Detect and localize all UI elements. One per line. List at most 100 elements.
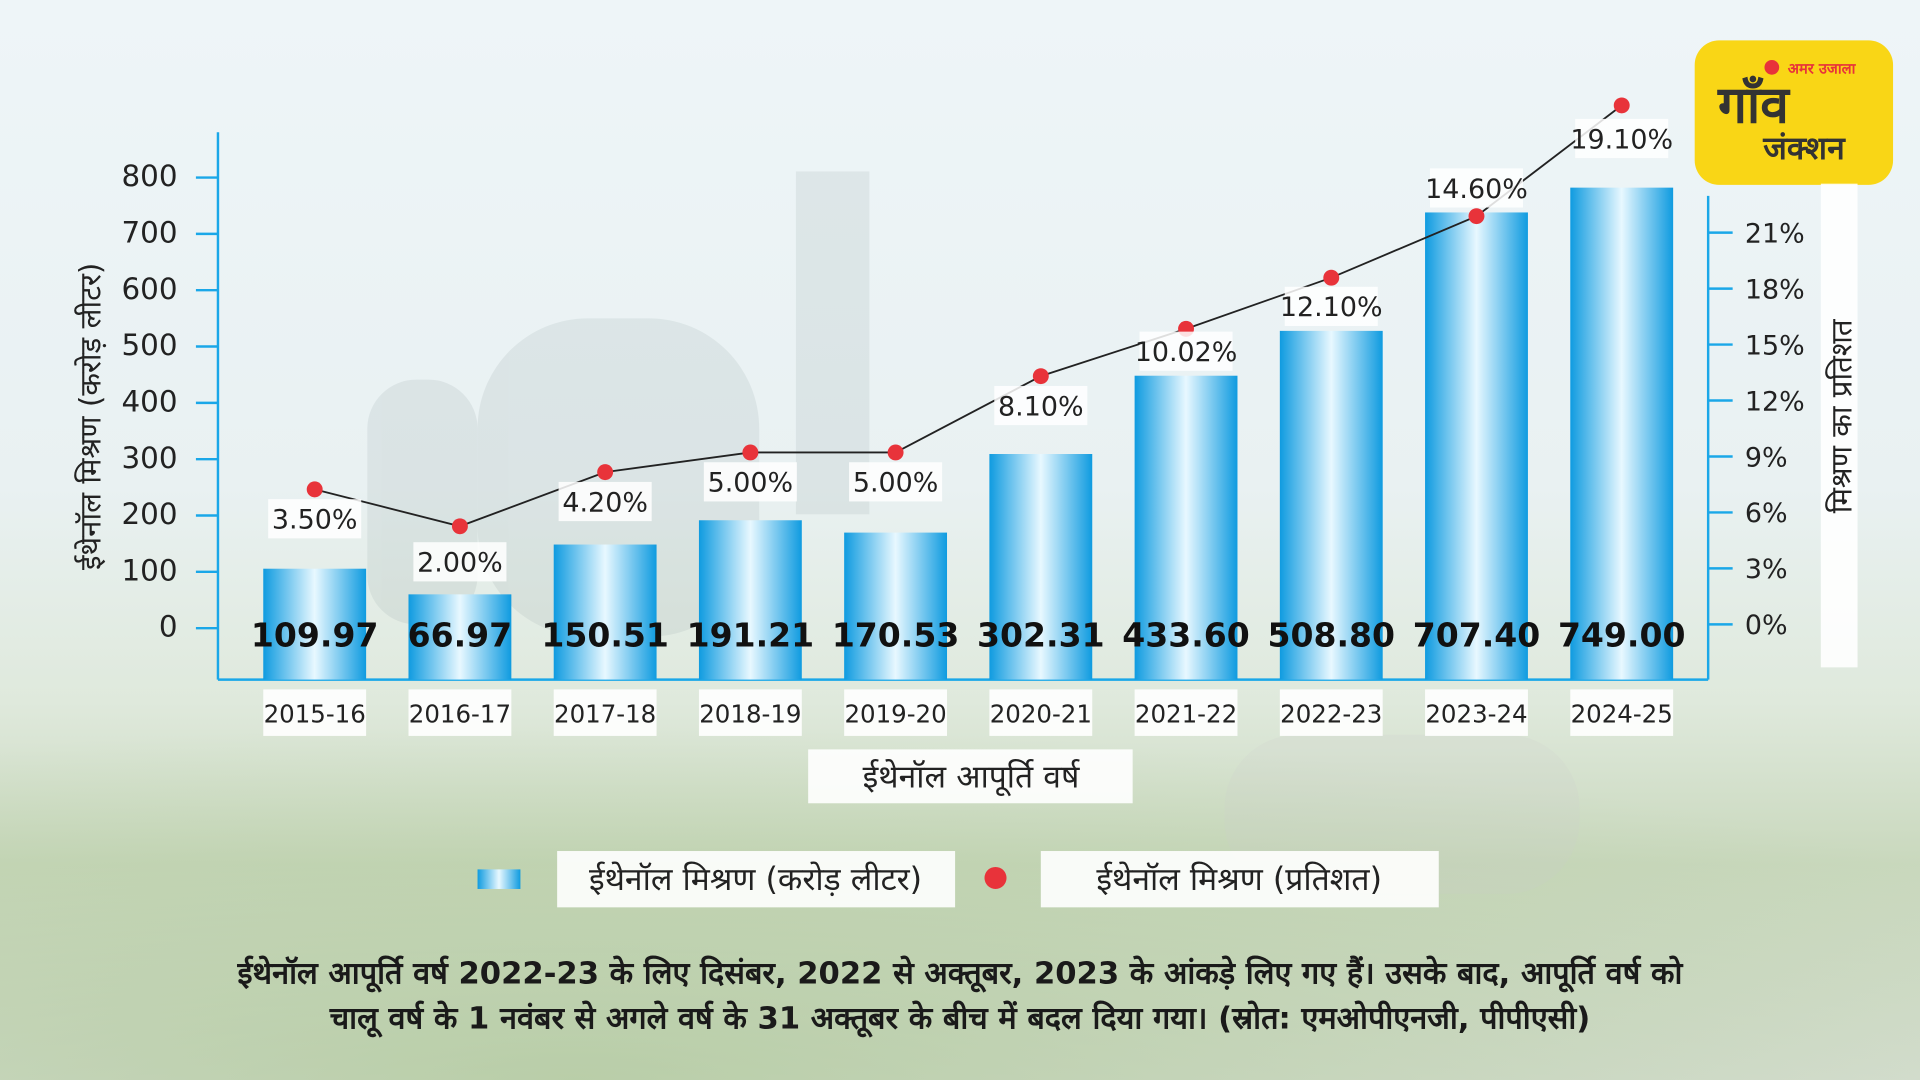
bar [1425, 212, 1528, 680]
x-tick-label: 2023-24 [1425, 699, 1527, 728]
x-label-box [698, 689, 802, 736]
percent-label-box [268, 499, 362, 539]
bar [1134, 375, 1238, 680]
x-label-box [1570, 689, 1674, 736]
percent-label: 12.10% [1280, 292, 1383, 323]
footnote-line-1: ईथेनॉल आपूर्ति वर्ष 2022-23 के लिए दिसंब… [237, 955, 1684, 993]
x-tick-label: 2018-19 [699, 699, 801, 728]
bar [1570, 187, 1674, 680]
x-axis-title: ईथेनॉल आपूर्ति वर्ष [863, 757, 1081, 796]
percent-label-box [1575, 118, 1669, 159]
percent-label: 19.10% [1570, 124, 1673, 155]
x-label-box [989, 689, 1093, 736]
percent-point [742, 444, 759, 461]
percent-point [451, 518, 468, 535]
bar [408, 594, 512, 680]
y2-tick-label: 0% [1745, 610, 1788, 641]
legend-line-label: ईथेनॉल मिश्रण (प्रतिशत) [1096, 860, 1382, 898]
percent-label: 8.10% [998, 391, 1084, 422]
percent-point [306, 481, 323, 498]
legend-bar-label: ईथेनॉल मिश्रण (करोड़ लीटर) [589, 860, 922, 898]
legend: ईथेनॉल मिश्रण (करोड़ लीटर) ईथेनॉल मिश्रण… [477, 851, 1439, 908]
bar [263, 568, 367, 680]
y-tick-label: 0 [159, 610, 178, 644]
bar-value-label: 302.31 [977, 616, 1105, 655]
x-tick-label: 2015-16 [264, 699, 366, 728]
y2-axis-title: मिश्रण का प्रतिशत [1824, 318, 1858, 513]
x-tick-label: 2019-20 [844, 699, 946, 728]
y-tick-label: 800 [121, 159, 177, 193]
x-label-box [844, 689, 948, 736]
x-label-box [553, 689, 657, 736]
y-axis-title: ईथेनॉल मिश्रण (करोड़ लीटर) [73, 263, 107, 570]
legend-bar-swatch [477, 869, 521, 889]
x-tick-label: 2017-18 [554, 699, 656, 728]
x-label-box [1425, 689, 1528, 736]
percent-point [1032, 368, 1049, 385]
y2-title-box [1820, 183, 1858, 668]
x-label-box [263, 689, 367, 736]
bar-value-label: 707.40 [1413, 616, 1541, 655]
y2-tick-label: 18% [1745, 274, 1805, 305]
percent-line [314, 104, 1623, 528]
logo-brand: अमर उजाला [1788, 60, 1857, 77]
y2-tick-label: 15% [1745, 330, 1805, 361]
bar-value-label: 191.21 [687, 616, 815, 655]
bar [553, 544, 657, 680]
percent-point [887, 444, 904, 461]
x-tick-label: 2022-23 [1280, 699, 1382, 728]
y2-tick-label: 3% [1745, 554, 1788, 585]
percent-label-box [413, 542, 507, 582]
percent-label-box [1429, 168, 1524, 208]
y-tick-label: 200 [121, 497, 177, 531]
y-tick-label: 300 [121, 441, 177, 475]
logo-title-2: जंक्शन [1762, 129, 1846, 167]
x-label-box [1134, 689, 1238, 736]
bar-value-label: 150.51 [541, 616, 669, 655]
bar [989, 454, 1093, 680]
bar-value-label: 170.53 [832, 616, 960, 655]
footnote-line-2: चालू वर्ष के 1 नवंबर से अगले वर्ष के 31 … [329, 1001, 1591, 1039]
y-tick-label: 600 [121, 272, 177, 306]
percent-label-box [1139, 331, 1233, 371]
percent-label: 5.00% [708, 468, 794, 499]
y-tick-label: 100 [121, 553, 177, 587]
bar-value-label: 433.60 [1122, 616, 1250, 655]
percent-point [1468, 208, 1485, 225]
bar-value-label: 66.97 [408, 616, 513, 655]
percent-label: 4.20% [562, 487, 648, 518]
x-tick-label: 2021-22 [1135, 699, 1237, 728]
percent-label: 2.00% [417, 548, 503, 579]
percent-label: 14.60% [1425, 174, 1528, 205]
y2-tick-label: 12% [1745, 386, 1805, 417]
x-tick-label: 2020-21 [990, 699, 1092, 728]
x-title-box [808, 749, 1133, 804]
percent-label-box [849, 462, 943, 502]
bar [844, 532, 948, 680]
x-tick-label: 2024-25 [1571, 699, 1673, 728]
percent-label: 5.00% [853, 468, 939, 499]
bar [698, 520, 802, 680]
x-tick-label: 2016-17 [409, 699, 511, 728]
x-label-box [408, 689, 512, 736]
x-label-box [1279, 689, 1383, 736]
y2-tick-label: 9% [1745, 442, 1788, 473]
y-tick-label: 400 [121, 384, 177, 418]
y-tick-label: 700 [121, 215, 177, 249]
percent-label: 3.50% [272, 505, 358, 536]
percent-point [1323, 269, 1340, 286]
y2-tick-label: 21% [1745, 218, 1805, 249]
percent-point [1613, 97, 1630, 114]
percent-label-box [994, 385, 1088, 426]
percent-label: 10.02% [1135, 337, 1238, 368]
bar-value-label: 749.00 [1558, 616, 1686, 655]
percent-label-box [1284, 286, 1378, 326]
y-tick-label: 500 [121, 328, 177, 362]
percent-point [597, 464, 614, 481]
percent-label-box [558, 481, 652, 522]
bar-value-label: 109.97 [251, 616, 379, 655]
logo-title-1: गाँव [1717, 75, 1791, 135]
amar-ujala-gaon-junction-logo: अमर उजाला गाँव जंक्शन [1694, 40, 1894, 185]
percent-label-box [703, 462, 797, 502]
